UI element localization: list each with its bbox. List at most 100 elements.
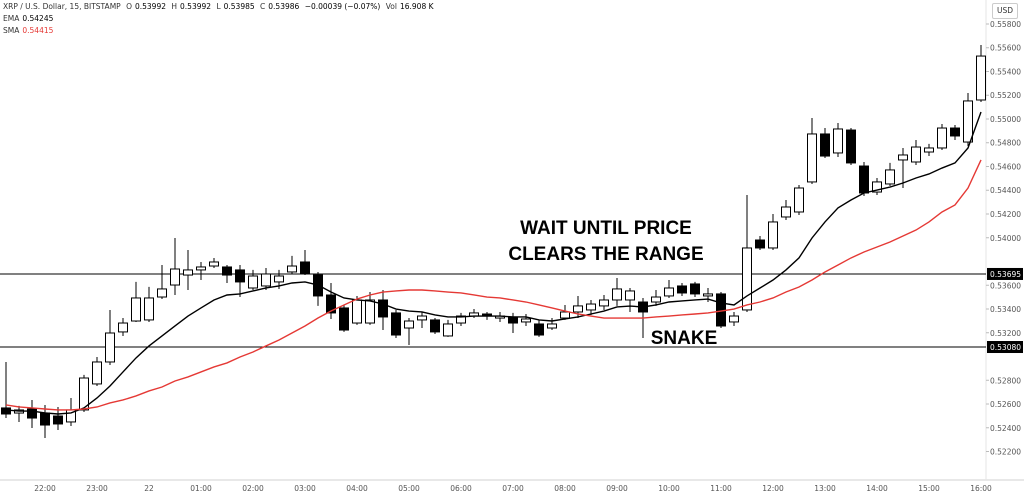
vol-label: Vol: [385, 2, 397, 11]
candle-body: [586, 303, 596, 311]
candle-body: [820, 133, 830, 157]
y-tick-label: 0.53400: [990, 305, 1021, 314]
y-tick-label: 0.52600: [990, 400, 1021, 409]
indicator-legend: EMA 0.54245: [3, 14, 56, 23]
level-label-box: [987, 341, 1023, 354]
ohlc-label: L: [216, 2, 221, 11]
x-tick-label: 11:00: [710, 484, 732, 493]
y-tick-label: 0.54600: [990, 162, 1021, 171]
candle-body: [729, 315, 739, 323]
candle-body: [963, 100, 973, 143]
candle-body: [846, 129, 856, 164]
candle-body: [53, 415, 63, 425]
candle-body: [196, 266, 206, 271]
ohlc-value: 0.53986: [268, 2, 300, 11]
candle-body: [430, 319, 440, 333]
ohlc-value: 0.53992: [134, 2, 166, 11]
y-tick-label: 0.52800: [990, 376, 1021, 385]
candle-body: [118, 322, 128, 333]
candle-body: [664, 287, 674, 297]
candle-body: [339, 307, 349, 331]
y-tick-label: 0.55600: [990, 44, 1021, 53]
candle-body: [404, 320, 414, 329]
change: −0.00039 (−0.07%): [304, 2, 381, 11]
candle-body: [1, 407, 11, 415]
currency-button[interactable]: USD: [992, 3, 1018, 19]
candle-body: [131, 297, 141, 322]
candle-body: [183, 269, 193, 276]
candle-body: [443, 323, 453, 337]
annotation: CLEARS THE RANGE: [508, 244, 703, 265]
x-tick-label: 07:00: [502, 484, 524, 493]
candle-body: [755, 239, 765, 249]
candle-body: [833, 128, 843, 154]
ohlc-label: H: [171, 2, 178, 11]
candle-body: [79, 377, 89, 411]
candle-body: [170, 268, 180, 286]
y-tick-label: 0.55400: [990, 67, 1021, 76]
candle-body: [859, 165, 869, 194]
candle-body: [235, 269, 245, 283]
indicator-line: [5, 111, 982, 415]
candle-body: [976, 55, 986, 101]
candle-body: [794, 187, 804, 213]
candle-body: [248, 275, 258, 289]
candle-body: [157, 288, 167, 298]
candle-body: [560, 311, 570, 319]
y-tick-label: 0.54000: [990, 234, 1021, 243]
x-tick-label: 14:00: [866, 484, 888, 493]
symbol: XRP / U.S. Dollar, 15, BITSTAMP: [3, 2, 121, 11]
candle-body: [391, 312, 401, 336]
y-tick-label: 0.52400: [990, 424, 1021, 433]
ohlc-label: C: [260, 2, 266, 11]
candle-body: [287, 265, 297, 273]
candle-body: [885, 169, 895, 185]
y-tick-label: 0.52200: [990, 448, 1021, 457]
candle-body: [365, 299, 375, 324]
candle-body: [92, 361, 102, 385]
y-tick-label: 0.55800: [990, 20, 1021, 29]
level-label: 0.53695: [990, 270, 1021, 279]
candle-body: [378, 299, 388, 318]
indicator-legend: SMA 0.54415: [3, 26, 56, 35]
x-tick-label: 05:00: [398, 484, 420, 493]
candle-body: [40, 412, 50, 426]
y-tick-label: 0.55200: [990, 91, 1021, 100]
legend-name: EMA: [3, 14, 20, 23]
candle-body: [105, 332, 115, 363]
y-tick-label: 0.53600: [990, 281, 1021, 290]
candle-body: [547, 323, 557, 329]
x-tick-label: 15:00: [918, 484, 940, 493]
legend-value: 0.54245: [22, 14, 54, 23]
x-tick-label: 16:00: [970, 484, 992, 493]
candle-body: [742, 247, 752, 311]
candle-body: [781, 206, 791, 218]
x-tick-label: 10:00: [658, 484, 680, 493]
x-tick-label: 03:00: [294, 484, 316, 493]
candle-body: [872, 181, 882, 193]
candle-body: [326, 294, 336, 314]
y-tick-label: 0.54400: [990, 186, 1021, 195]
annotation: SNAKE: [651, 328, 718, 349]
ohlc-value: 0.53985: [223, 2, 255, 11]
x-tick-label: 22:00: [34, 484, 56, 493]
annotation: WAIT UNTIL PRICE: [520, 218, 692, 239]
candle-body: [417, 315, 427, 321]
candle-body: [599, 299, 609, 307]
candle-body: [677, 285, 687, 294]
candle-body: [508, 316, 518, 324]
candle-body: [573, 305, 583, 313]
candle-body: [274, 275, 284, 283]
candle-body: [937, 127, 947, 149]
candle-body: [352, 299, 362, 324]
x-tick-label: 13:00: [814, 484, 836, 493]
candle-body: [625, 290, 635, 301]
ohlc-label: O: [126, 2, 132, 11]
candle-body: [612, 288, 622, 301]
legend-value: 0.54415: [22, 26, 54, 35]
legend-name: SMA: [3, 26, 20, 35]
candle-body: [27, 408, 37, 419]
ohlc-value: 0.53992: [180, 2, 212, 11]
